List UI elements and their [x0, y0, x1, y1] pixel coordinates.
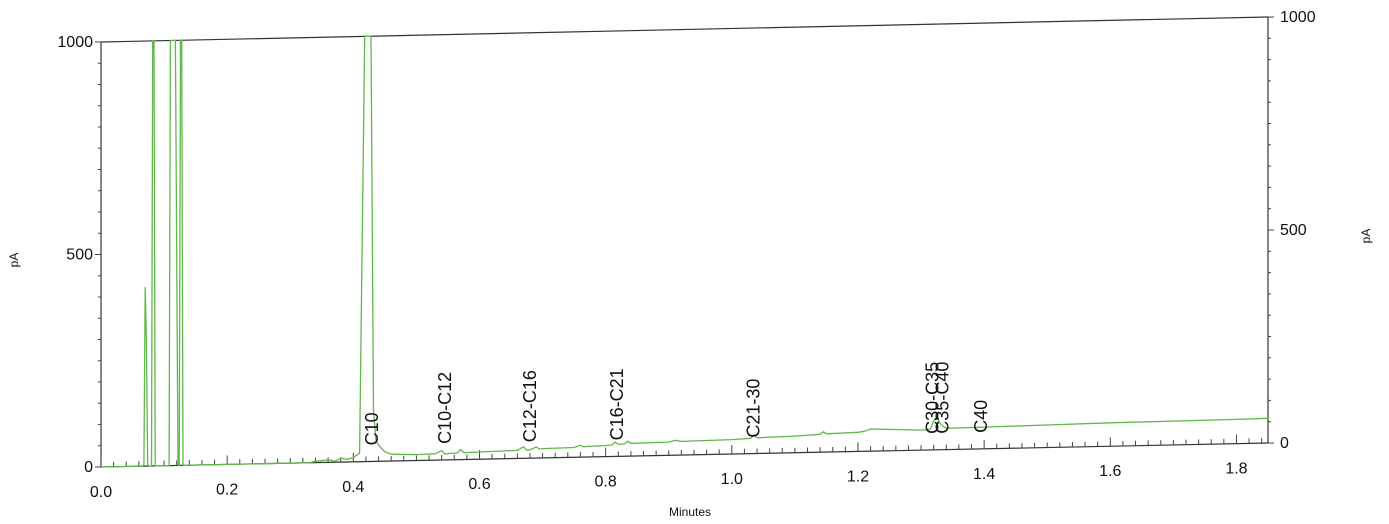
x-tick-label: 0.0	[90, 484, 112, 501]
peak-label: C16-C21	[607, 368, 627, 440]
right-y-tick-label: 500	[1280, 222, 1307, 239]
x-tick-label: 0.2	[216, 481, 238, 498]
left-y-axis-title: pA	[7, 253, 21, 268]
x-tick-label: 1.8	[1225, 461, 1247, 478]
x-minor-ticks	[113, 438, 1263, 467]
peak-label: C40	[971, 400, 991, 433]
left-y-tick-label: 0	[84, 459, 93, 476]
x-tick-label: 1.2	[847, 468, 869, 485]
x-tick-label: 1.0	[721, 471, 743, 488]
right-y-tick-group: 0 500 1000	[1268, 9, 1316, 452]
peak-label: C12-C16	[520, 370, 540, 442]
peak-label: C30-C35	[922, 362, 942, 434]
peak-label: C35-C40	[933, 362, 953, 434]
x-tick-label: 0.8	[595, 474, 617, 491]
peak-annotation-group: C10 C10-C12 C12-C16 C16-C21 C21-30 C30-C35C35…	[362, 362, 991, 446]
right-y-tick-label: 0	[1280, 435, 1289, 452]
x-tick-label: 0.4	[342, 479, 364, 496]
peak-label: C10	[362, 412, 382, 445]
chromatogram-trace	[100, 35, 1269, 468]
left-y-tick-label: 1000	[57, 34, 93, 51]
left-y-tick-label: 500	[66, 247, 93, 264]
x-tick-label: 1.6	[1099, 463, 1121, 480]
axes	[100, 16, 1269, 468]
right-y-axis-title: pA	[1359, 229, 1373, 244]
x-axis-title: Minutes	[669, 505, 711, 519]
top-frame-line	[100, 16, 1269, 43]
x-tick-label: 0.6	[468, 476, 490, 493]
peak-label: C10-C12	[435, 372, 455, 444]
right-y-tick-label: 1000	[1280, 9, 1316, 26]
x-tick-group: 0.0 0.2 0.4 0.6 0.8 1.0 1.2 1.4 1.6 1.8	[90, 434, 1248, 501]
peak-label: C21-30	[743, 379, 763, 438]
x-tick-label: 1.4	[973, 466, 995, 483]
left-y-tick-group: 0 500 1000	[57, 34, 101, 476]
